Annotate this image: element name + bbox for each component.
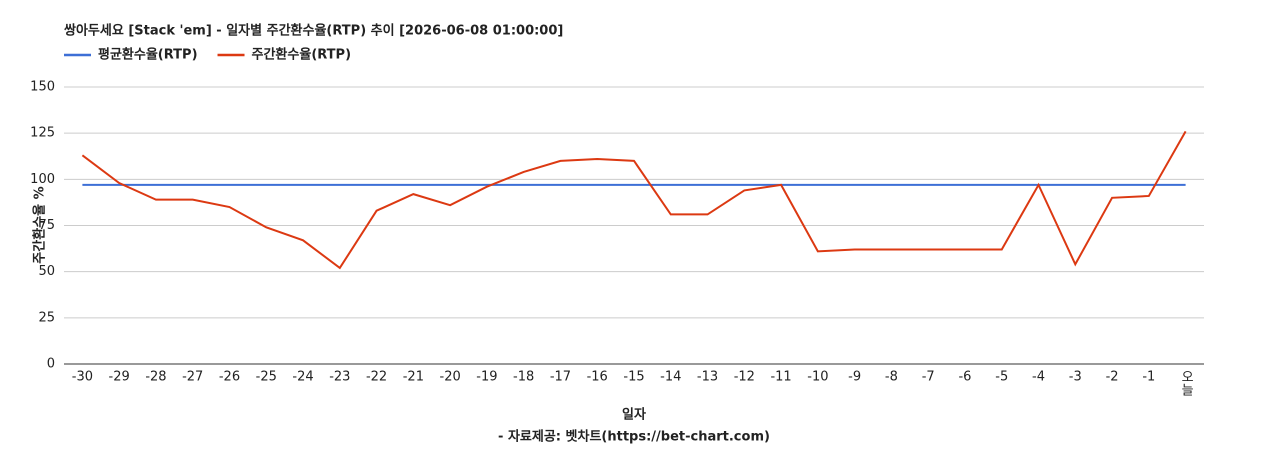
x-tick-label: -12 — [734, 370, 755, 385]
x-tick-label: -25 — [256, 370, 277, 385]
x-axis-label: 일자 — [622, 408, 646, 423]
y-tick-label: 150 — [30, 80, 55, 95]
x-tick-label: -6 — [958, 370, 971, 385]
x-tick-label: -30 — [72, 370, 93, 385]
y-tick-label: 125 — [30, 126, 55, 141]
y-tick-label: 75 — [38, 218, 55, 233]
y-axis-label: 주간환수율 % — [32, 186, 48, 263]
y-tick-label: 100 — [30, 172, 55, 187]
x-tick-label: -13 — [697, 370, 718, 385]
x-tick-label: -5 — [995, 370, 1008, 385]
x-tick-label: -26 — [219, 370, 240, 385]
x-tick-label: -4 — [1032, 370, 1045, 385]
x-tick-label: -16 — [587, 370, 608, 385]
x-tick-label: -29 — [109, 370, 130, 385]
x-tick-label: -9 — [848, 370, 861, 385]
x-tick-label: -18 — [513, 370, 534, 385]
legend-label: 주간환수율(RTP) — [252, 47, 352, 63]
y-tick-label: 25 — [38, 310, 55, 325]
x-tick-label: -15 — [623, 370, 644, 385]
x-tick-label: -11 — [770, 370, 791, 385]
y-tick-label: 0 — [47, 357, 55, 372]
x-tick-label: -7 — [922, 370, 935, 385]
x-tick-label: -22 — [366, 370, 387, 385]
x-tick-label: -21 — [403, 370, 424, 385]
x-tick-label: -10 — [807, 370, 828, 385]
x-tick-label: -2 — [1106, 370, 1119, 385]
x-tick-label: -14 — [660, 370, 681, 385]
x-tick-label: -24 — [292, 370, 313, 385]
series-line — [81, 130, 1187, 270]
x-tick-label: -19 — [476, 370, 497, 385]
y-tick-label: 50 — [38, 264, 55, 279]
x-tick-label: -28 — [145, 370, 166, 385]
x-tick-label: -8 — [885, 370, 898, 385]
legend-label: 평균환수율(RTP) — [98, 47, 198, 63]
x-tick-label: -23 — [329, 370, 350, 385]
x-tick-label: -27 — [182, 370, 203, 385]
chart-title: 쌍아두세요 [Stack 'em] - 일자별 주간환수율(RTP) 추이 [2… — [64, 23, 563, 39]
x-tick-label: -17 — [550, 370, 571, 385]
x-tick-label: -1 — [1142, 370, 1155, 385]
x-tick-label: -20 — [440, 370, 461, 385]
x-tick-label: 오늘 — [1178, 370, 1193, 396]
footer: - 자료제공: 벳차트(https://bet-chart.com) — [498, 429, 770, 445]
x-tick-label: -3 — [1069, 370, 1082, 385]
